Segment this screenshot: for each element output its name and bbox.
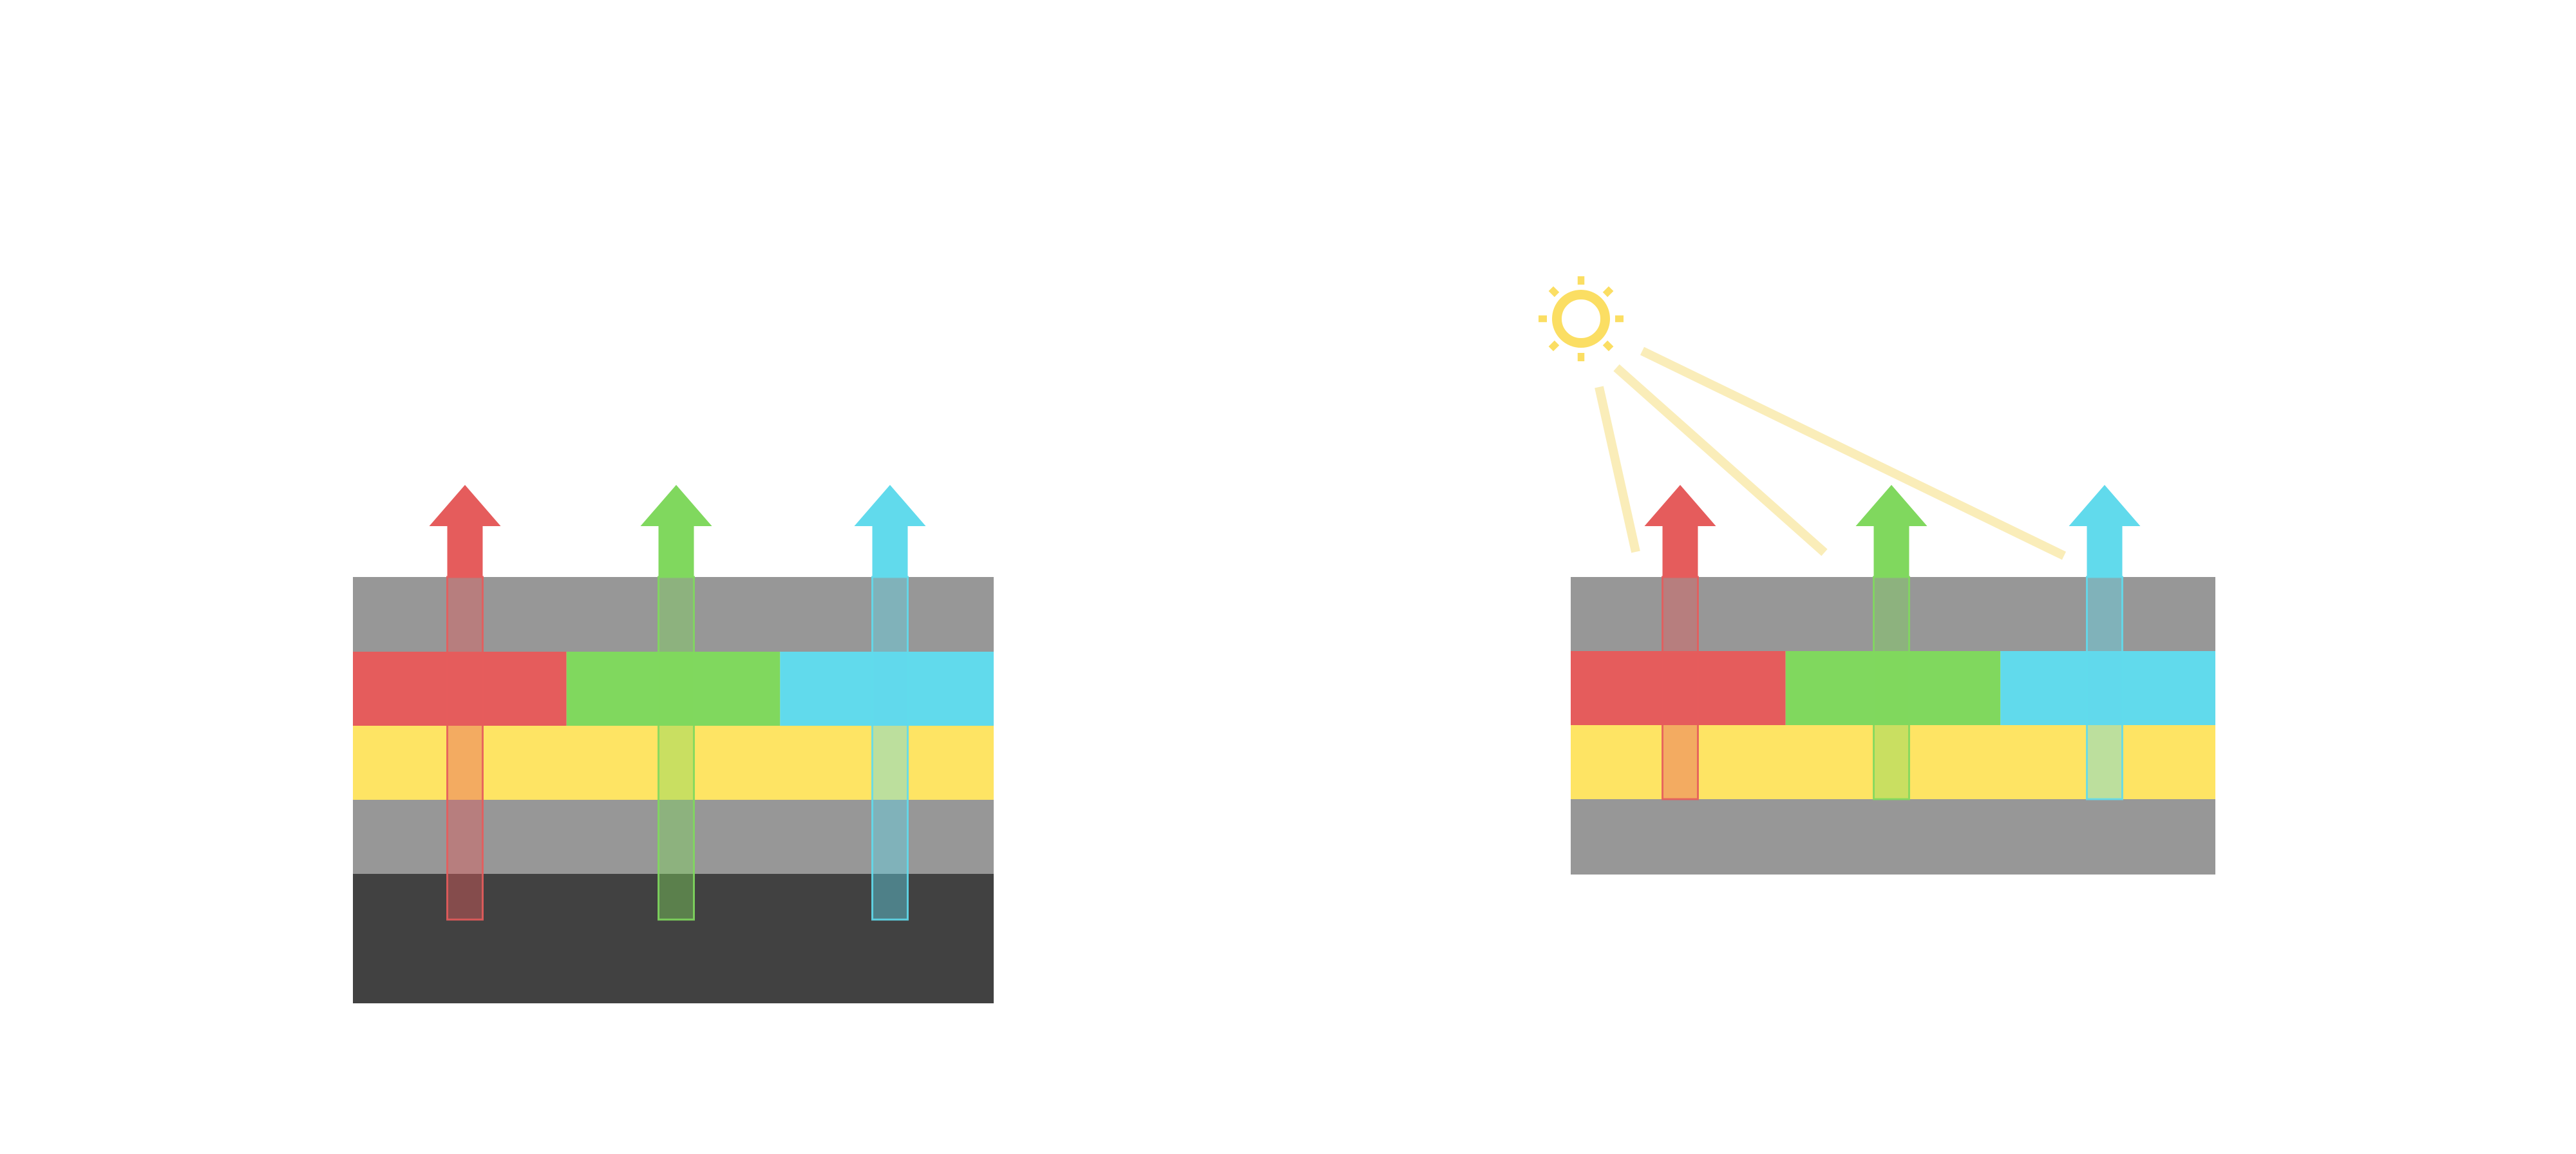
gray-layer-top — [1571, 577, 2215, 651]
sunlight-beam-3 — [1640, 346, 2067, 560]
blue-subpixel — [2000, 651, 2215, 725]
yellow-layer — [1571, 725, 2215, 799]
arrow-head-solid — [854, 485, 926, 577]
red-subpixel — [1571, 651, 1786, 725]
sun-icon — [1539, 276, 1624, 361]
gray-layer-top — [353, 577, 994, 652]
arrow-head-solid — [429, 485, 501, 577]
emissive-display-diagram — [353, 485, 994, 1003]
green-light-arrow — [640, 485, 712, 921]
arrow-head-solid — [1644, 485, 1716, 577]
sunlight-beam-1 — [1595, 386, 1640, 553]
reflective-display-diagram — [1539, 276, 2215, 875]
sunlight-beam-2 — [1613, 364, 1828, 556]
layer-stack — [1571, 577, 2215, 875]
arrow-shaft-translucent — [2086, 576, 2123, 800]
green-subpixel — [1785, 651, 2001, 725]
gray-layer-bottom — [353, 800, 994, 874]
arrow-shaft-translucent — [658, 576, 695, 921]
sun-ray — [1602, 286, 1614, 298]
blue-light-arrow — [2069, 485, 2141, 800]
blue-subpixel — [780, 652, 994, 726]
red-light-arrow — [1644, 485, 1716, 800]
arrow-shaft-translucent — [1662, 576, 1699, 800]
blue-light-arrow — [854, 485, 926, 921]
green-subpixel — [566, 652, 781, 726]
arrow-shaft-translucent — [446, 576, 484, 921]
gray-layer-bottom — [1571, 799, 2215, 875]
sun-ray — [1602, 340, 1614, 352]
black-substrate-layer — [353, 874, 994, 1003]
red-light-arrow — [429, 485, 501, 921]
sun-ray — [1548, 286, 1560, 298]
arrow-shaft-translucent — [871, 576, 909, 921]
arrow-head-solid — [2069, 485, 2141, 577]
green-light-arrow — [1855, 485, 1927, 800]
arrow-head-solid — [640, 485, 712, 577]
arrow-shaft-translucent — [1873, 576, 1910, 800]
red-subpixel — [353, 652, 567, 726]
yellow-layer — [353, 726, 994, 800]
layer-stack — [353, 577, 994, 1003]
arrow-head-solid — [1855, 485, 1927, 577]
sun-ring — [1552, 290, 1610, 348]
sun-ray — [1548, 340, 1560, 352]
